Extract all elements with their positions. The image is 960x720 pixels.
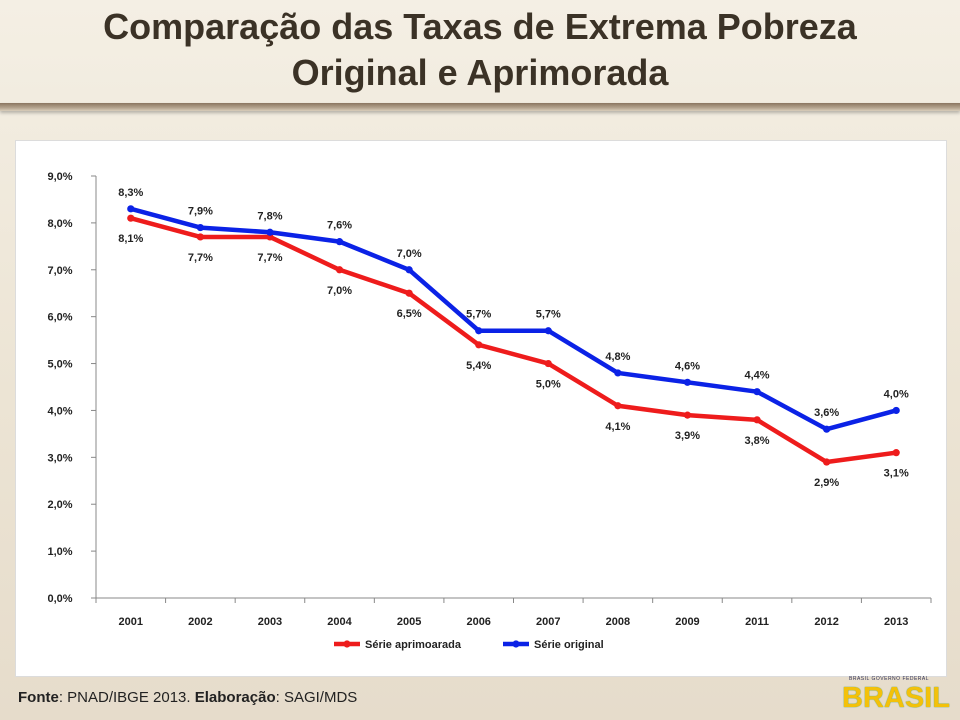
data-label: 7,7% <box>257 252 282 264</box>
data-point <box>127 214 135 222</box>
x-tick-label: 2012 <box>814 616 838 628</box>
data-point <box>753 388 761 396</box>
title-divider <box>0 103 960 111</box>
data-label: 6,5% <box>397 308 422 320</box>
y-tick-label: 6,0% <box>47 312 72 324</box>
data-point <box>892 406 900 415</box>
data-label: 7,0% <box>397 248 422 260</box>
author-label: Elaboração <box>194 689 276 706</box>
data-label: 7,7% <box>188 252 213 264</box>
data-label: 4,1% <box>605 421 630 433</box>
data-label: 5,4% <box>466 360 491 372</box>
series-line <box>128 206 899 432</box>
data-label: 7,0% <box>327 285 352 297</box>
legend-label: Série original <box>534 639 604 651</box>
data-point <box>127 205 135 213</box>
x-tick-label: 2003 <box>258 616 282 628</box>
data-point <box>753 416 761 424</box>
y-tick-label: 4,0% <box>47 405 72 417</box>
data-point <box>823 458 831 466</box>
x-tick-label: 2001 <box>119 616 143 628</box>
x-tick-label: 2009 <box>675 616 699 628</box>
data-label: 4,6% <box>675 360 700 372</box>
logo-word: BRASIL <box>842 682 950 714</box>
y-tick-label: 9,0% <box>47 171 72 183</box>
data-label: 5,0% <box>536 379 561 391</box>
data-point <box>892 449 900 457</box>
data-label: 5,7% <box>466 309 491 321</box>
x-tick-label: 2007 <box>536 616 560 628</box>
data-label: 3,9% <box>675 430 700 442</box>
data-label: 3,6% <box>814 407 839 419</box>
data-label: 4,0% <box>884 388 909 400</box>
data-point <box>335 238 344 246</box>
data-label: 5,7% <box>536 309 561 321</box>
x-tick-label: 2011 <box>745 616 769 628</box>
x-tick-label: 2004 <box>327 616 352 628</box>
y-tick-label: 2,0% <box>47 499 72 511</box>
data-point <box>405 289 413 297</box>
x-tick-label: 2005 <box>397 616 421 628</box>
data-label: 8,3% <box>118 187 143 199</box>
y-tick-label: 8,0% <box>47 218 72 230</box>
brasil-logo: BRASIL GOVERNO FEDERAL BRASIL <box>828 674 950 716</box>
data-point <box>544 327 552 335</box>
data-label: 4,8% <box>605 351 630 363</box>
data-label: 3,1% <box>884 468 909 480</box>
chart-panel: 0,0% 1,0% 2,0% 3,0% 4,0% 5,0% 6,0% 7,0% 8,0% 9,0%… <box>15 140 947 677</box>
data-point <box>475 327 483 335</box>
source-value: : PNAD/IBGE 2013. <box>58 689 195 706</box>
data-point <box>823 425 831 433</box>
data-point <box>196 233 204 241</box>
y-tick-label: 7,0% <box>47 265 72 277</box>
x-tick-label: 2006 <box>466 616 490 628</box>
data-point <box>544 359 552 368</box>
y-tick-label: 1,0% <box>47 546 72 558</box>
footer-source: Fonte: PNAD/IBGE 2013. Elaboração: SAGI/… <box>18 689 357 706</box>
x-tick-label: 2002 <box>188 616 212 628</box>
data-label: 3,8% <box>745 435 770 447</box>
data-label: 8,1% <box>118 233 143 245</box>
legend-marker <box>343 640 351 648</box>
data-point <box>335 266 344 274</box>
data-label: 2,9% <box>814 477 839 489</box>
line-chart: 0,0% 1,0% 2,0% 3,0% 4,0% 5,0% 6,0% 7,0% 8,0% 9,0%… <box>47 171 932 651</box>
data-point <box>475 341 483 349</box>
data-label: 4,4% <box>745 370 770 382</box>
x-tick-label: 2013 <box>884 616 908 628</box>
data-label: 7,6% <box>327 220 352 232</box>
title-line-2: Original e Aprimorada <box>291 52 669 93</box>
data-label: 7,9% <box>188 206 213 218</box>
legend-marker <box>512 640 520 648</box>
source-label: Fonte <box>18 689 59 706</box>
y-tick-label: 5,0% <box>47 359 72 371</box>
data-point <box>683 411 692 419</box>
y-tick-label: 0,0% <box>47 593 72 605</box>
data-point <box>266 228 274 236</box>
page-title: Comparação das Taxas de Extrema Pobreza … <box>0 4 960 96</box>
y-tick-label: 3,0% <box>47 452 72 464</box>
data-point <box>405 266 413 274</box>
author-value: : SAGI/MDS <box>275 689 358 706</box>
legend-label: Série aprimoarada <box>365 639 462 651</box>
title-line-1: Comparação das Taxas de Extrema Pobreza <box>103 6 857 47</box>
data-point <box>196 223 204 232</box>
series-line <box>128 215 899 465</box>
data-point <box>683 378 692 386</box>
data-label: 7,8% <box>257 210 282 222</box>
x-tick-label: 2008 <box>606 616 630 628</box>
data-point <box>614 369 622 377</box>
logo-caption: BRASIL GOVERNO FEDERAL <box>849 676 929 682</box>
data-point <box>614 402 622 410</box>
